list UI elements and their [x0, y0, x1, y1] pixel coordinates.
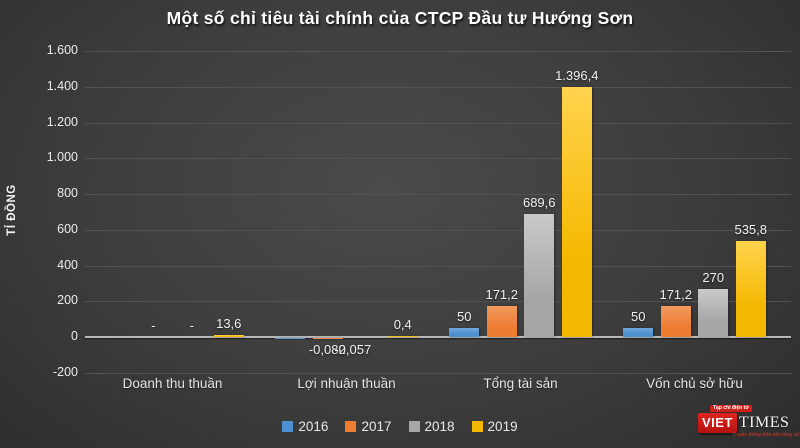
chart-title: Một số chỉ tiêu tài chính của CTCP Đầu t…: [166, 8, 634, 28]
y-tick-label: 1.000: [46, 150, 78, 165]
legend-label: 2016: [298, 419, 329, 434]
category-label: Vốn chủ sở hữu: [646, 376, 743, 391]
data-label-2017-category-3: 171,2: [659, 287, 693, 303]
bar-2019-category-2: [561, 87, 592, 337]
legend-swatch-2016: [282, 421, 294, 432]
bar-2018-category-2: [524, 213, 555, 337]
legend-item-2019: 2019: [471, 419, 518, 434]
data-label-2017-category-2: 171,2: [485, 287, 519, 303]
viettimes-logo: Tạp chí điện tử VIET TIMES Truyền thông …: [698, 405, 799, 443]
bar-2017-category-1: [312, 338, 343, 339]
data-label-2019-category-3: 535,8: [734, 222, 768, 238]
bar-2017-category-2: [486, 306, 517, 337]
data-label-2016-category-0: -: [151, 318, 156, 333]
bar-2019-category-0: [213, 334, 244, 337]
data-label-2017-category-1: -0,057: [334, 342, 372, 357]
y-tick-label: 1.400: [46, 78, 78, 93]
gridline: [85, 229, 791, 231]
y-tick-label: 1.200: [46, 114, 78, 129]
data-label-2019-category-0: 13,6: [216, 315, 242, 331]
legend-label: 2018: [424, 419, 455, 434]
gridline: [85, 51, 791, 52]
logo-brand-row: VIET TIMES: [698, 413, 789, 433]
logo-tagline-top: Tạp chí điện tử: [710, 405, 752, 412]
bar-2017-category-3: [660, 306, 691, 337]
legend-item-2017: 2017: [345, 419, 392, 434]
y-tick-label: 1.600: [46, 43, 78, 57]
data-label-2016-category-2: 50: [457, 309, 472, 325]
y-tick-label: 0: [71, 329, 78, 343]
data-label-2019-category-1: 0,4: [393, 317, 412, 332]
legend-label: 2019: [487, 419, 518, 434]
legend-item-2018: 2018: [408, 419, 455, 434]
bar-2019-category-3: [735, 241, 766, 337]
legend-item-2016: 2016: [282, 419, 328, 434]
gridline: [85, 122, 791, 124]
gridline: [85, 86, 791, 88]
legend-swatch-2018: [408, 421, 420, 432]
logo-brand-viet: VIET: [698, 413, 737, 433]
category-label: Doanh thu thuần: [122, 376, 223, 391]
legend-swatch-2017: [345, 421, 357, 432]
bar-2018-category-3: [698, 288, 729, 337]
gridline: [85, 301, 791, 303]
gridline: [85, 372, 791, 374]
legend: 2016 2017 2018 2019: [0, 419, 800, 434]
bar-2016-category-3: [623, 328, 654, 337]
data-label-2018-category-2: 689,6: [522, 194, 556, 210]
logo-brand-times: TIMES: [738, 414, 790, 431]
y-tick-label: 400: [57, 257, 78, 272]
y-tick-label: 200: [57, 293, 78, 308]
bar-2016-category-2: [449, 328, 480, 337]
y-tick-label: 800: [57, 186, 78, 200]
category-label: Tổng tài sản: [483, 376, 558, 391]
data-label-2019-category-2: 1.396,4: [555, 68, 599, 84]
legend-swatch-2019: [471, 421, 483, 432]
data-label-2016-category-3: 50: [631, 309, 646, 325]
data-label-2017-category-0: -: [189, 318, 194, 333]
y-tick-label: 600: [57, 221, 78, 236]
legend-label: 2017: [361, 419, 392, 434]
gridline: [85, 265, 791, 267]
bar-2016-category-1: [275, 338, 306, 339]
y-tick-label: -200: [52, 364, 78, 379]
data-label-2016-category-1: -0,082: [308, 342, 346, 357]
zero-axis-line: [85, 336, 791, 338]
category-label: Lợi nhuận thuần: [297, 376, 396, 391]
bar-2019-category-1: [387, 336, 418, 337]
gridline: [85, 158, 791, 160]
logo-tagline-bottom: Truyền thông trên nền tảng số: [732, 432, 799, 438]
data-label-2018-category-3: 270: [702, 269, 725, 285]
gridline: [85, 194, 791, 195]
